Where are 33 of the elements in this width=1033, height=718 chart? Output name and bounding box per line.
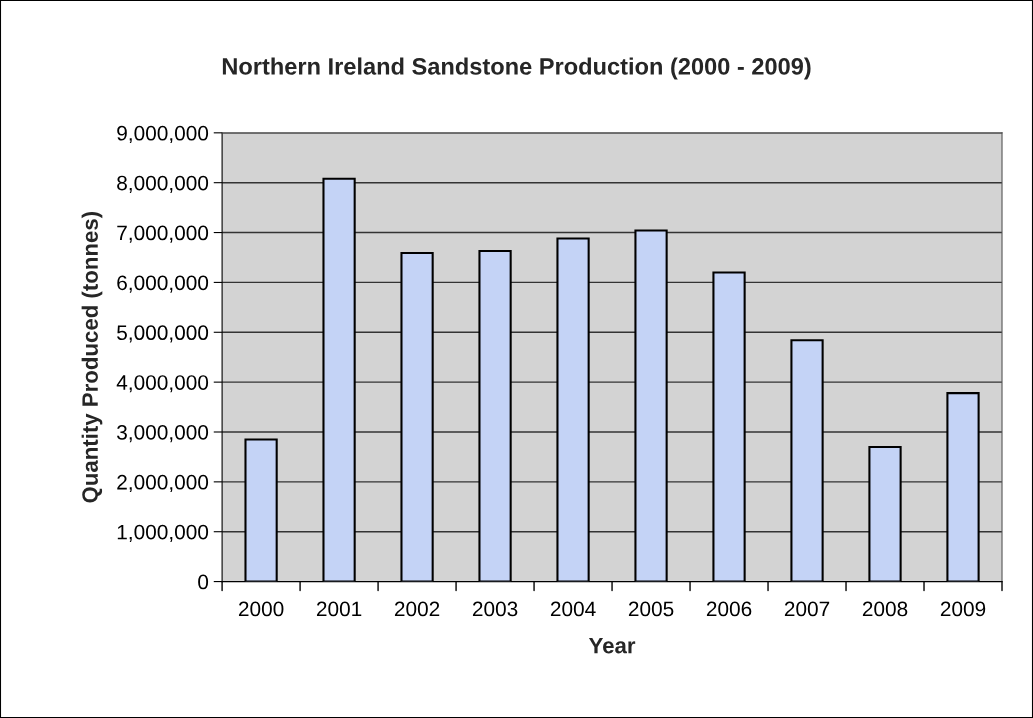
bar bbox=[868, 445, 902, 582]
x-axis-title: Year bbox=[588, 637, 636, 654]
bar bbox=[634, 229, 668, 582]
x-tick-label: 2003 bbox=[472, 601, 518, 617]
y-tick-label: 4,000,000 bbox=[116, 375, 209, 393]
y-tick-label: 1,000,000 bbox=[117, 524, 209, 542]
y-tick-label: 3,000,000 bbox=[117, 425, 209, 443]
bar bbox=[322, 177, 356, 582]
x-tick-label: 2008 bbox=[862, 601, 908, 617]
x-tick-label: 2001 bbox=[316, 601, 362, 617]
bar bbox=[946, 392, 980, 582]
x-tick-label: 2009 bbox=[940, 601, 986, 617]
x-tick-label: 2004 bbox=[550, 601, 596, 617]
y-tick-label: 2,000,000 bbox=[117, 474, 209, 493]
x-tick-label: 2006 bbox=[706, 601, 752, 617]
bar bbox=[244, 438, 278, 582]
y-tick-label: 0 bbox=[198, 574, 209, 590]
y-axis-title: Quantity Produced (tonnes) bbox=[81, 212, 103, 503]
x-tick-label: 2007 bbox=[784, 601, 830, 617]
y-tick-label: 5,000,000 bbox=[117, 325, 209, 343]
bar bbox=[556, 237, 590, 582]
y-tick-label: 8,000,000 bbox=[117, 175, 209, 193]
bar bbox=[400, 251, 434, 582]
y-tick-label: 7,000,000 bbox=[117, 225, 209, 243]
x-tick-label: 2000 bbox=[238, 601, 284, 617]
bar bbox=[478, 249, 512, 582]
y-tick-label: 9,000,000 bbox=[117, 125, 209, 144]
x-tick-label: 2002 bbox=[394, 601, 440, 617]
chart-title: Northern Ireland Sandstone Production (2000 - 2009) bbox=[222, 57, 811, 80]
x-tick-label: 2005 bbox=[628, 601, 674, 617]
y-tick-label: 6,000,000 bbox=[117, 275, 209, 293]
bar bbox=[790, 339, 824, 582]
bar bbox=[712, 271, 746, 582]
